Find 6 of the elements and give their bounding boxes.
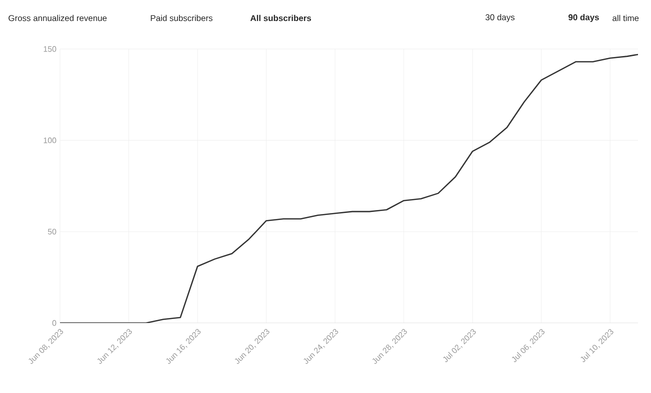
- text: Gross annualized revenue: [8, 14, 107, 22]
- text: All subscribers: [250, 14, 312, 22]
- text: Paid subscribers: [150, 14, 212, 22]
- text: 90 days: [568, 14, 599, 22]
- text: 30 days: [486, 14, 515, 22]
- text: all time: [612, 14, 639, 22]
